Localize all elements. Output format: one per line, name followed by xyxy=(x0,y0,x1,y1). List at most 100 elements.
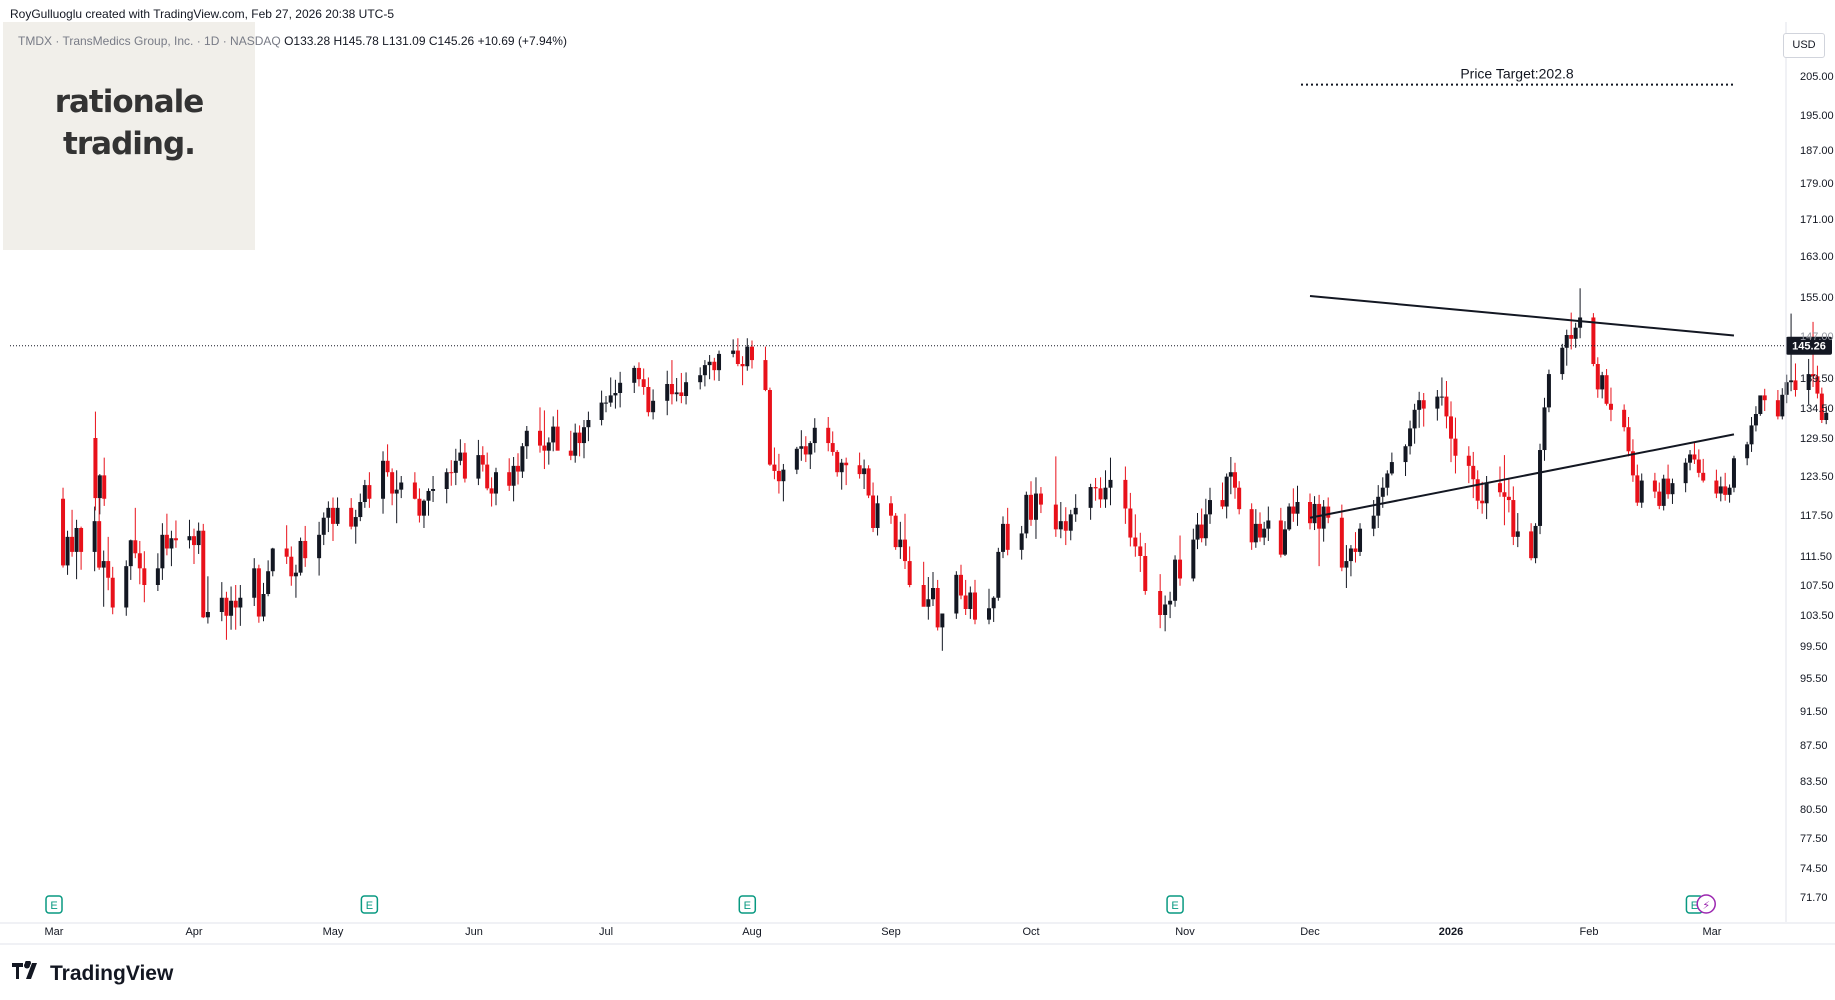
candle[interactable] xyxy=(1128,492,1133,547)
candle[interactable] xyxy=(717,350,722,381)
candle[interactable] xyxy=(803,436,808,463)
currency-selector[interactable]: USD xyxy=(1783,33,1825,58)
candle[interactable] xyxy=(1233,462,1237,499)
candle[interactable] xyxy=(907,546,912,588)
candle[interactable] xyxy=(1630,439,1635,482)
candle[interactable] xyxy=(1143,543,1148,595)
candle[interactable] xyxy=(935,579,940,631)
candle[interactable] xyxy=(394,470,399,524)
candle[interactable] xyxy=(1657,482,1662,510)
candle[interactable] xyxy=(1569,312,1574,350)
candle[interactable] xyxy=(426,488,431,516)
candle[interactable] xyxy=(270,547,275,577)
candle[interactable] xyxy=(1326,497,1331,524)
candle[interactable] xyxy=(1727,484,1732,503)
candle[interactable] xyxy=(1793,363,1798,397)
candle[interactable] xyxy=(511,457,516,502)
candle[interactable] xyxy=(97,474,102,515)
candle[interactable] xyxy=(1635,464,1640,506)
candle[interactable] xyxy=(1408,420,1413,455)
candle[interactable] xyxy=(1208,487,1212,524)
candle[interactable] xyxy=(1203,498,1208,546)
candle[interactable] xyxy=(1753,406,1758,432)
candle[interactable] xyxy=(331,497,335,541)
footer-brand[interactable]: TradingView xyxy=(12,960,173,987)
candle[interactable] xyxy=(826,417,831,452)
candle[interactable] xyxy=(385,444,390,477)
candle[interactable] xyxy=(731,339,736,358)
candle[interactable] xyxy=(93,411,98,511)
symbol-legend[interactable]: TMDX · TransMedics Group, Inc. · 1D · NA… xyxy=(18,34,567,48)
candle[interactable] xyxy=(201,523,206,619)
candle[interactable] xyxy=(763,346,768,392)
candle[interactable] xyxy=(1573,322,1578,348)
candle[interactable] xyxy=(1421,393,1426,427)
candle[interactable] xyxy=(1595,357,1600,398)
candle[interactable] xyxy=(926,577,931,620)
candle[interactable] xyxy=(750,340,754,369)
candle[interactable] xyxy=(233,585,238,630)
candle[interactable] xyxy=(781,463,786,502)
event-marker[interactable]: ⚡ xyxy=(1696,894,1716,914)
candle[interactable] xyxy=(968,586,973,619)
candle[interactable] xyxy=(1123,466,1128,524)
candle[interactable] xyxy=(284,525,289,564)
candle[interactable] xyxy=(524,426,529,459)
candle[interactable] xyxy=(1168,591,1173,619)
candle[interactable] xyxy=(317,521,322,576)
candle[interactable] xyxy=(669,360,674,405)
candle[interactable] xyxy=(889,496,893,524)
candle[interactable] xyxy=(862,459,867,489)
candle[interactable] xyxy=(568,430,573,461)
candle[interactable] xyxy=(745,338,750,371)
candle[interactable] xyxy=(298,537,303,576)
candle[interactable] xyxy=(1163,595,1168,632)
candle[interactable] xyxy=(303,525,308,567)
candle[interactable] xyxy=(124,560,129,616)
candle[interactable] xyxy=(996,547,1001,601)
candle[interactable] xyxy=(1723,472,1728,501)
candle[interactable] xyxy=(1262,521,1267,546)
candle[interactable] xyxy=(142,551,147,603)
candle[interactable] xyxy=(187,519,192,549)
candle[interactable] xyxy=(1639,473,1644,508)
candle[interactable] xyxy=(604,396,608,413)
candle[interactable] xyxy=(835,450,840,477)
candle[interactable] xyxy=(871,482,876,533)
candle[interactable] xyxy=(1287,503,1292,531)
candle[interactable] xyxy=(931,571,935,606)
candle[interactable] xyxy=(79,526,84,570)
candle[interactable] xyxy=(582,420,586,459)
earnings-marker[interactable]: E xyxy=(45,895,63,914)
candle[interactable] xyxy=(485,452,490,491)
candle[interactable] xyxy=(1178,535,1183,586)
candle[interactable] xyxy=(632,365,637,393)
candle[interactable] xyxy=(1339,504,1344,572)
candle[interactable] xyxy=(1670,478,1675,504)
candle[interactable] xyxy=(665,370,670,416)
candle[interactable] xyxy=(1317,494,1322,567)
candle[interactable] xyxy=(641,368,646,395)
candle[interactable] xyxy=(1652,472,1657,499)
candle[interactable] xyxy=(1435,390,1440,421)
candle[interactable] xyxy=(921,561,926,607)
candle[interactable] xyxy=(444,468,449,504)
candle[interactable] xyxy=(169,530,174,567)
candle[interactable] xyxy=(1358,523,1363,556)
candle[interactable] xyxy=(1497,466,1502,497)
candle[interactable] xyxy=(362,479,367,508)
candle[interactable] xyxy=(712,357,717,381)
candle[interactable] xyxy=(740,356,745,386)
candle[interactable] xyxy=(1308,493,1312,530)
earnings-marker[interactable]: E xyxy=(738,895,757,914)
candle[interactable] xyxy=(794,446,799,475)
candle[interactable] xyxy=(636,362,641,387)
candle[interactable] xyxy=(1502,455,1507,526)
candle[interactable] xyxy=(1038,487,1043,514)
symbol-description[interactable]: TMDX · TransMedics Group, Inc. · 1D · NA… xyxy=(18,34,281,48)
candle[interactable] xyxy=(772,447,777,480)
candle[interactable] xyxy=(1029,481,1033,526)
candle[interactable] xyxy=(1253,509,1258,548)
candle[interactable] xyxy=(875,495,880,536)
